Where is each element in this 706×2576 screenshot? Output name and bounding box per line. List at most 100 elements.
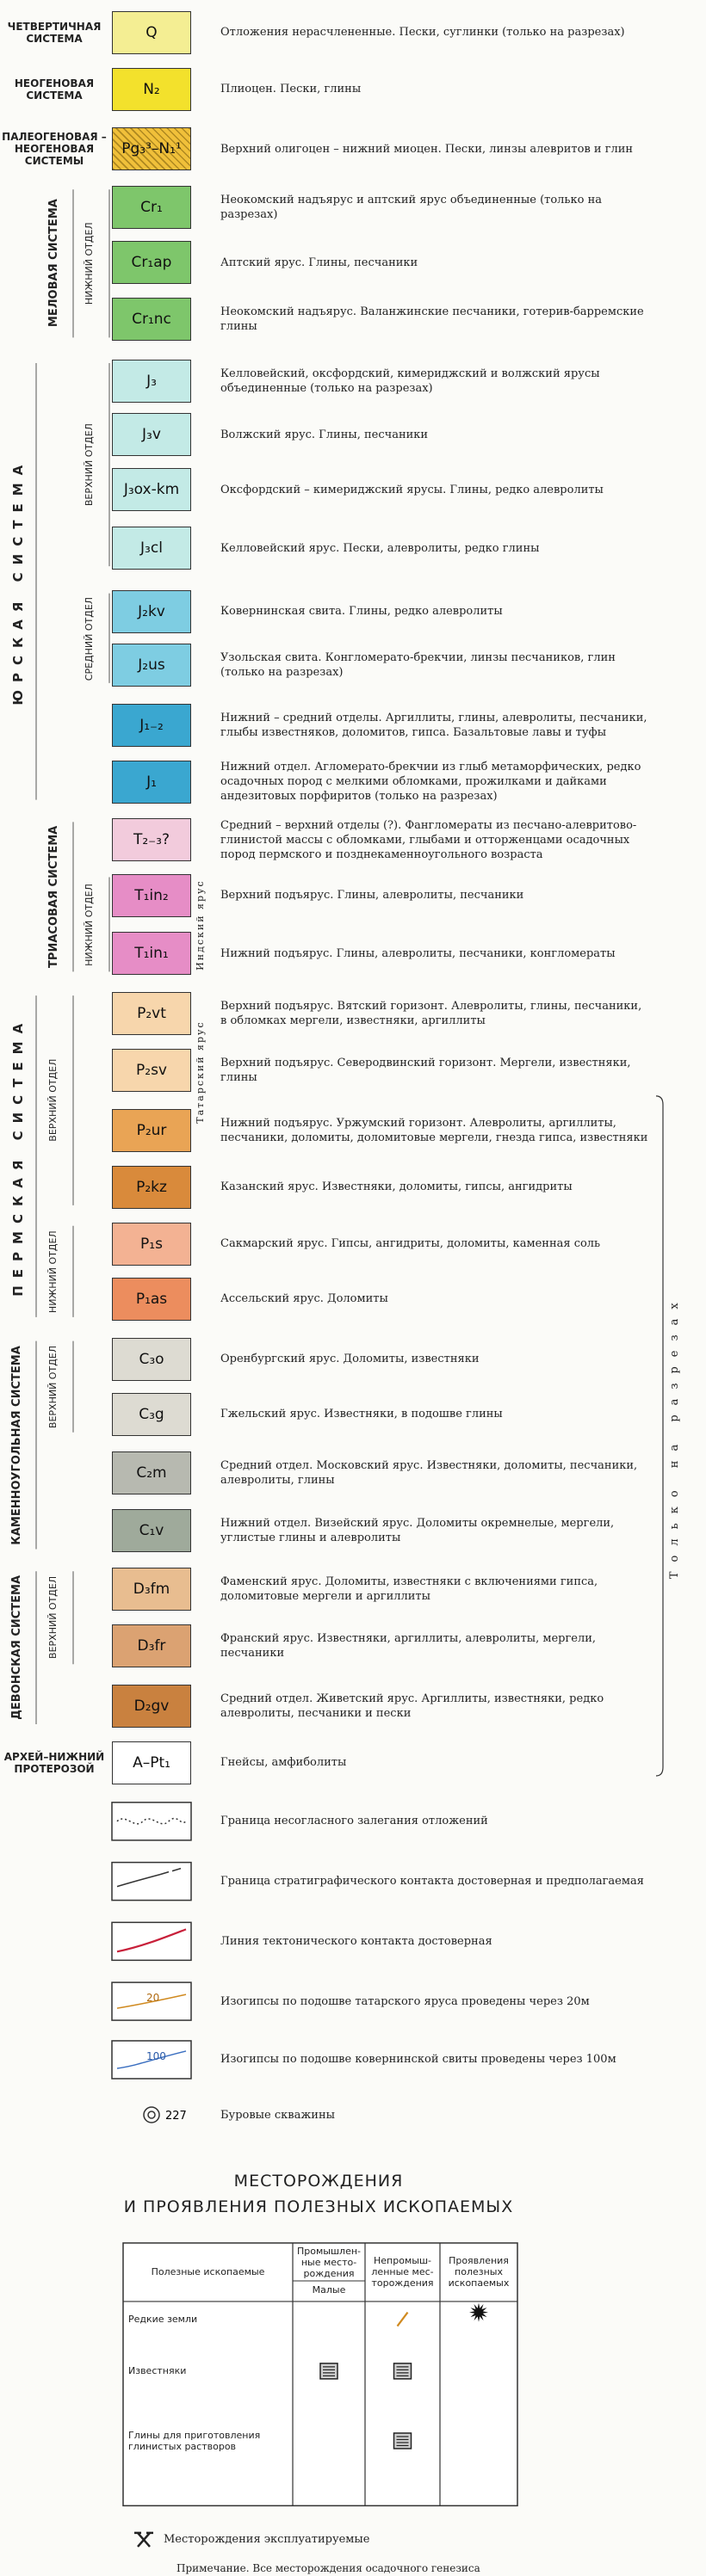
unit-description: Оксфордский – кимериджский ярусы. Глины,… <box>220 483 604 496</box>
table-row-label: Глины для приготовления глинистых раство… <box>128 2429 261 2452</box>
unit-box: A–Pt₁ <box>112 1741 191 1784</box>
unit-box: J₃v <box>112 413 191 457</box>
unit-description: Волжский ярус. Глины, песчаники <box>220 428 429 441</box>
unit-box: J₃ox-km <box>112 468 191 512</box>
exploited-icon <box>134 2531 153 2548</box>
symbol-box <box>111 1802 192 1841</box>
unit-description: Верхний подъярус. Глины, алевролиты, пес… <box>220 889 524 903</box>
borehole-icon <box>143 2106 160 2123</box>
division-label: ТРИАСОВАЯ СИСТЕМА <box>47 825 60 968</box>
division-label: НИЖНИЙ ОТДЕЛ <box>47 1229 59 1313</box>
unit-box: P₁s <box>112 1222 191 1266</box>
deposits-title: И ПРОЯВЛЕНИЯ ПОЛЕЗНЫХ ИСКОПАЕМЫХ <box>123 2197 514 2217</box>
borehole-number: 227 <box>165 2110 187 2123</box>
unit-description: Нижний отдел. Агломерато-брекчии из глыб… <box>220 761 641 804</box>
unit-description: Верхний олигоцен – нижний миоцен. Пески,… <box>220 142 634 156</box>
symbol-description: Граница стратиграфического контакта дост… <box>220 1875 644 1889</box>
unit-box: T₁in₂ <box>112 873 191 917</box>
division-label: ДЕВОНСКАЯ СИСТЕМА <box>10 1575 23 1721</box>
division-label: Татарский ярус <box>195 1020 206 1124</box>
division-label: ЮРСКАЯ СИСТЕМА <box>10 457 26 706</box>
unit-description: Келловейский ярус. Пески, алевролиты, ре… <box>220 541 540 555</box>
symbol-box <box>111 1861 192 1901</box>
rare-earth-icon <box>469 2302 488 2322</box>
limestone-icon <box>393 2363 412 2380</box>
table-subheader: Малые <box>312 2284 346 2296</box>
system-label: НЕОГЕНОВАЯ СИСТЕМА <box>14 77 95 102</box>
symbol-description: Граница несогласного залегания отложений <box>220 1815 488 1828</box>
unit-description: Нижний – средний отделы. Аргиллиты, глин… <box>220 711 647 739</box>
unit-description: Франский ярус. Известняки, аргиллиты, ал… <box>220 1632 597 1661</box>
unit-box: J₃ <box>112 359 191 403</box>
symbol-description: Линия тектонического контакта достоверна… <box>220 1934 492 1948</box>
unit-box: Pg₃³–N₁¹ <box>112 127 191 171</box>
symbol-line <box>159 1867 182 1876</box>
division-label: СРЕДНИЙ ОТДЕЛ <box>84 596 95 681</box>
unit-description: Нижний отдел. Визейский ярус. Доломиты о… <box>220 1517 615 1545</box>
unit-description: Келловейский, оксфордский, кимериджский … <box>220 367 600 395</box>
unit-box: C₁v <box>112 1509 191 1553</box>
symbol-line <box>116 2050 187 2069</box>
division-label: ВЕРХНИЙ ОТДЕЛ <box>84 423 95 507</box>
symbol-description: Изогипсы по подошве татарского яруса про… <box>220 1994 590 2008</box>
division-label: ВЕРХНИЙ ОТДЕЛ <box>47 1576 59 1660</box>
unit-box: Q <box>112 10 191 54</box>
unit-box: P₂sv <box>112 1049 191 1093</box>
table-header: Промышлен-ные место-рождения <box>297 2246 361 2280</box>
unit-description: Нижний подъярус. Уржумский горизонт. Але… <box>220 1116 648 1144</box>
unit-box: C₃o <box>112 1337 191 1381</box>
unit-box: P₂vt <box>112 992 191 1036</box>
unit-box: C₃g <box>112 1392 191 1436</box>
unit-box: J₃cl <box>112 527 191 570</box>
isohypse-mark: 100 <box>146 2050 166 2062</box>
bracket <box>655 1095 664 1777</box>
unit-box: P₂kz <box>112 1165 191 1209</box>
isohypse-mark: 20 <box>146 1992 159 2004</box>
division-label: КАМЕННОУГОЛЬНАЯ СИСТЕМА <box>10 1345 23 1545</box>
table-row-label: Известняки <box>128 2365 187 2377</box>
unit-box: D₃fm <box>112 1568 191 1612</box>
unit-description: Узольская свита. Конгломерато-брекчии, л… <box>220 650 616 679</box>
unit-box: P₂ur <box>112 1108 191 1152</box>
unit-box: D₃fr <box>112 1624 191 1668</box>
symbol-line <box>116 1873 161 1888</box>
borehole-icon <box>147 2111 156 2119</box>
unit-description: Оренбургский ярус. Доломиты, известняки <box>220 1353 480 1366</box>
symbol-line <box>116 1817 187 1825</box>
symbol-line <box>116 1994 187 2009</box>
unit-description: Неокомский надъярус и аптский ярус объед… <box>220 194 602 222</box>
deposits-title: МЕСТОРОЖДЕНИЯ <box>233 2172 404 2191</box>
unit-box: N₂ <box>112 67 191 111</box>
division-label: НИЖНИЙ ОТДЕЛ <box>84 222 95 305</box>
unit-box: J₂us <box>112 643 191 687</box>
unit-box: T₂₋₃? <box>112 818 191 862</box>
system-label: ЧЕТВЕРТИЧНАЯ СИСТЕМА <box>7 20 102 45</box>
unit-description: Неокомский надъярус. Валанжинские песчан… <box>220 305 644 334</box>
unit-description: Гнейсы, амфиболиты <box>220 1756 347 1770</box>
unit-box: J₂kv <box>112 589 191 633</box>
exploited-label: Месторождения эксплуатируемые <box>164 2533 370 2547</box>
unit-description: Верхний подъярус. Северодвинский горизон… <box>220 1057 631 1085</box>
unit-box: D₂gv <box>112 1685 191 1729</box>
symbol-description: Изогипсы по подошве ковернинской свиты п… <box>220 2053 616 2067</box>
borehole-label: Буровые скважины <box>220 2108 335 2122</box>
unit-description: Средний – верхний отделы (?). Фангломера… <box>220 818 637 861</box>
division-label: ВЕРХНИЙ ОТДЕЛ <box>47 1058 59 1143</box>
table-header: Непромыш-ленные мес-торождения <box>371 2255 434 2289</box>
unit-box: J₁₋₂ <box>112 703 191 747</box>
table-row-label: Редкие земли <box>128 2314 198 2326</box>
unit-description: Гжельский ярус. Известняки, в подошве гл… <box>220 1408 503 1421</box>
division-label: Индский ярус <box>195 878 206 971</box>
unit-description: Ковернинская свита. Глины, редко алеврол… <box>220 605 503 619</box>
unit-description: Фаменский ярус. Доломиты, известняки с в… <box>220 1575 598 1604</box>
unit-box: J₁ <box>112 760 191 804</box>
unit-description: Верхний подъярус. Вятский горизонт. Алев… <box>220 1000 642 1028</box>
occurrence-icon <box>396 2311 409 2327</box>
table-header: Полезные ископаемые <box>151 2266 265 2278</box>
unit-description: Плиоцен. Пески, глины <box>220 83 362 96</box>
unit-description: Средний отдел. Московский ярус. Известня… <box>220 1458 638 1487</box>
division-label: НИЖНИЙ ОТДЕЛ <box>84 883 95 966</box>
unit-box: Cr₁ap <box>112 241 191 285</box>
